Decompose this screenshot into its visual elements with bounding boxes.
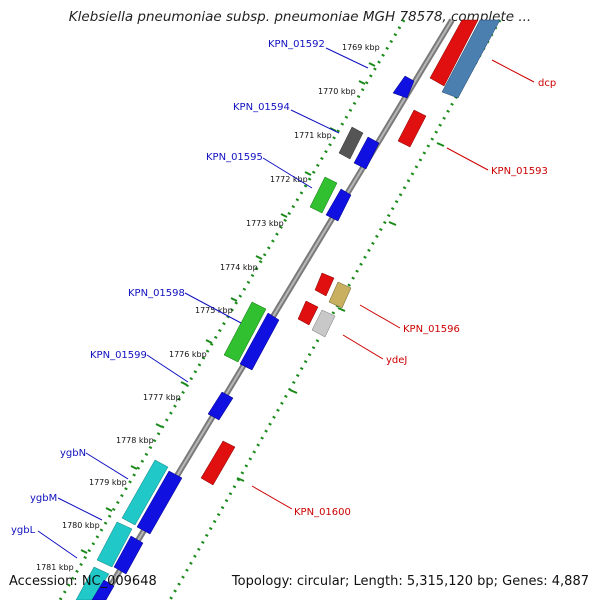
tick-mark bbox=[180, 381, 188, 386]
label-leader bbox=[146, 354, 189, 383]
accession-text: Accession: NC_009648 bbox=[9, 574, 157, 589]
gene-feature-kpn-01596-b[interactable] bbox=[328, 281, 352, 309]
tick-mark bbox=[289, 389, 298, 394]
tick-label: 1772 kbp bbox=[270, 175, 308, 184]
gene-feature-ygbn[interactable] bbox=[121, 459, 169, 526]
gene-feature-kpn-01594-b[interactable] bbox=[353, 136, 380, 170]
gene-feature-kpn-01593[interactable] bbox=[397, 109, 427, 148]
tick-marks bbox=[80, 62, 445, 554]
gene-feature-dcp[interactable] bbox=[429, 19, 479, 87]
tick-label: 1780 kbp bbox=[62, 521, 100, 530]
tick-labels: 1769 kbp 1770 kbp 1771 kbp 1772 kbp 1773… bbox=[36, 43, 380, 572]
tick-label: 1781 kbp bbox=[36, 563, 74, 572]
tick-mark bbox=[155, 423, 163, 428]
tick-label: 1776 kbp bbox=[169, 350, 207, 359]
tick-mark bbox=[255, 255, 263, 260]
label-leader bbox=[446, 147, 489, 171]
label-leader bbox=[85, 452, 129, 480]
tick-label: 1770 kbp bbox=[318, 87, 356, 96]
tick-mark bbox=[436, 142, 445, 147]
gene-feature-kpn-01595-b[interactable] bbox=[325, 188, 352, 222]
gene-label-kpn-01596[interactable]: KPN_01596 bbox=[403, 324, 460, 335]
tick-label: 1778 kbp bbox=[116, 436, 154, 445]
gene-feature-kpn-01596[interactable] bbox=[314, 272, 335, 297]
label-leader bbox=[57, 497, 103, 521]
gene-feature-kpn-01598-b[interactable] bbox=[239, 312, 280, 371]
label-leader bbox=[37, 530, 78, 559]
tick-label: 1774 kbp bbox=[220, 263, 258, 272]
gene-features bbox=[75, 19, 501, 600]
gene-feature-kpn-01595[interactable] bbox=[309, 176, 338, 214]
tick-mark bbox=[388, 221, 397, 226]
gene-feature-ydej-b[interactable] bbox=[311, 309, 336, 338]
gene-label-kpn-01595[interactable]: KPN_01595 bbox=[206, 152, 263, 163]
reverse-gene-labels: dcp KPN_01593 KPN_01596 ydeJ KPN_01600 bbox=[251, 59, 556, 518]
tick-mark bbox=[236, 477, 245, 482]
forward-gene-labels: KPN_01592 KPN_01594 KPN_01595 KPN_01598 … bbox=[11, 39, 369, 559]
gene-label-kpn-01600[interactable]: KPN_01600 bbox=[294, 507, 351, 518]
forward-tick-track bbox=[58, 19, 406, 600]
gene-label-ygbm[interactable]: ygbM bbox=[30, 493, 57, 504]
gene-label-ygbn[interactable]: ygbN bbox=[60, 448, 86, 459]
gene-feature-dcp-b[interactable] bbox=[441, 19, 501, 99]
gene-label-kpn-01594[interactable]: KPN_01594 bbox=[233, 102, 290, 113]
gene-label-kpn-01598[interactable]: KPN_01598 bbox=[128, 288, 185, 299]
gene-feature-kpn-01599[interactable] bbox=[207, 391, 234, 421]
label-leader bbox=[251, 485, 293, 510]
tick-label: 1769 kbp bbox=[342, 43, 380, 52]
tick-mark bbox=[329, 127, 337, 132]
tick-label: 1777 kbp bbox=[143, 393, 181, 402]
label-leader bbox=[325, 47, 369, 69]
genome-summary-text: Topology: circular; Length: 5,315,120 bp… bbox=[231, 574, 589, 589]
label-leader bbox=[262, 157, 313, 189]
gene-feature-kpn-01592[interactable] bbox=[392, 75, 415, 99]
tick-mark bbox=[230, 297, 238, 302]
gene-label-ydej[interactable]: ydeJ bbox=[386, 355, 407, 366]
tick-mark bbox=[337, 307, 346, 312]
gene-label-kpn-01599[interactable]: KPN_01599 bbox=[90, 350, 147, 361]
gene-label-kpn-01592[interactable]: KPN_01592 bbox=[268, 39, 325, 50]
tick-mark bbox=[130, 465, 138, 470]
tick-mark bbox=[80, 549, 88, 554]
gene-feature-kpn-01594[interactable] bbox=[338, 126, 364, 160]
tick-label: 1771 kbp bbox=[294, 131, 332, 140]
label-leader bbox=[184, 292, 242, 324]
gene-feature-ygbm-b[interactable] bbox=[113, 535, 144, 575]
label-leader bbox=[491, 59, 535, 83]
gene-feature-ygbl[interactable] bbox=[75, 566, 110, 600]
label-leader bbox=[359, 304, 401, 329]
gene-label-ygbl[interactable]: ygbL bbox=[11, 525, 36, 536]
label-leader bbox=[290, 109, 340, 134]
gene-label-dcp[interactable]: dcp bbox=[538, 78, 556, 89]
label-leader bbox=[342, 334, 384, 360]
tick-label: 1773 kbp bbox=[246, 219, 284, 228]
tick-label: 1775 kbp bbox=[195, 306, 233, 315]
tick-mark bbox=[105, 507, 113, 512]
gene-feature-ydej[interactable] bbox=[297, 300, 319, 326]
tick-mark bbox=[280, 213, 288, 218]
gene-feature-ygbm[interactable] bbox=[96, 521, 133, 568]
map-title: Klebsiella pneumoniae subsp. pneumoniae … bbox=[68, 9, 532, 25]
tick-mark bbox=[304, 171, 312, 176]
gene-feature-ygbl-b[interactable] bbox=[91, 579, 115, 600]
gene-feature-kpn-01600[interactable] bbox=[200, 440, 236, 486]
tick-mark bbox=[368, 62, 376, 67]
gene-feature-kpn-01598[interactable] bbox=[223, 301, 267, 363]
gene-feature-ygbn-b[interactable] bbox=[136, 470, 183, 535]
tick-mark bbox=[358, 80, 366, 85]
tick-mark bbox=[205, 339, 213, 344]
tick-label: 1779 kbp bbox=[89, 478, 127, 487]
gene-label-kpn-01593[interactable]: KPN_01593 bbox=[491, 166, 548, 177]
